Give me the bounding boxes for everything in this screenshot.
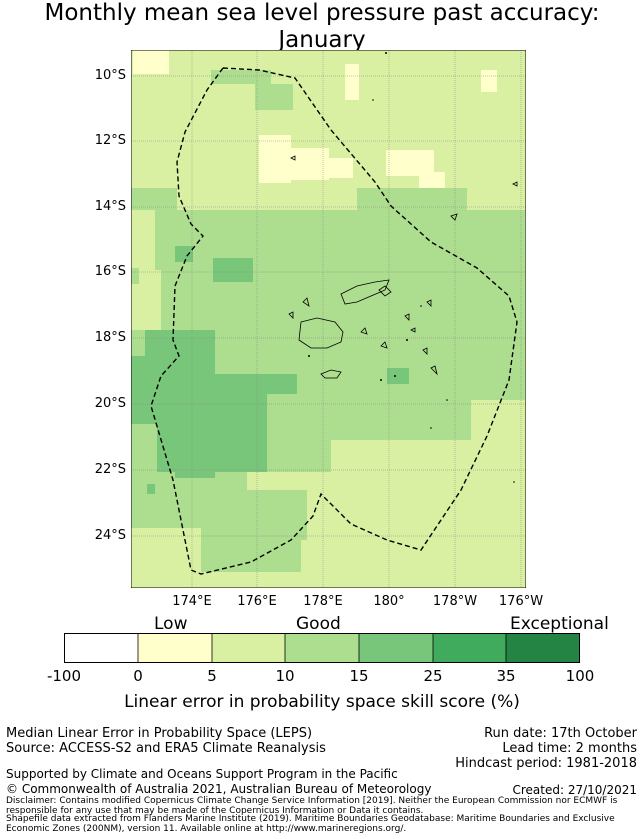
- cb-tick-neg100: -100: [46, 667, 82, 685]
- lat-tick-24s: 24°S: [94, 528, 126, 543]
- copyright-text: © Commonwealth of Australia 2021, Austra…: [6, 782, 432, 796]
- colorbar-segment-3: [212, 633, 285, 663]
- very-low-skill-regions: [133, 50, 497, 190]
- lat-tick-22s: 22°S: [94, 462, 126, 477]
- lon-tick-176w: 176°W: [498, 594, 544, 609]
- lat-tick-14s: 14°S: [94, 199, 126, 214]
- lat-tick-10s: 10°S: [94, 68, 126, 83]
- support-text: Supported by Climate and Oceans Support …: [6, 767, 398, 781]
- lat-tick-12s: 12°S: [94, 133, 126, 148]
- cb-tick-0: 0: [133, 667, 143, 685]
- lon-tick-178w: 178°W: [432, 594, 478, 609]
- colorbar: [64, 633, 580, 663]
- skill-map: [131, 50, 526, 588]
- disclaimer-text: Disclaimer: Contains modified Copernicus…: [6, 796, 618, 816]
- lon-tick-178e: 178°E: [303, 594, 343, 609]
- category-exceptional: Exceptional: [510, 614, 609, 634]
- hindcast-period: Hindcast period: 1981-2018: [455, 756, 637, 771]
- run-date: Run date: 17th October: [484, 726, 637, 741]
- cb-tick-35: 35: [496, 667, 516, 685]
- lon-tick-176e: 176°E: [237, 594, 277, 609]
- cb-tick-25: 25: [423, 667, 443, 685]
- higher-skill-regions: [131, 246, 409, 494]
- shapefile-credit: Shapefile data extracted from Flanders M…: [6, 814, 615, 834]
- lat-tick-20s: 20°S: [94, 396, 126, 411]
- created-date: Created: 27/10/2021: [512, 783, 637, 797]
- title-line-2: January: [278, 27, 366, 53]
- colorbar-segment-5: [359, 633, 433, 663]
- coastline: [288, 155, 518, 379]
- lat-tick-16s: 16°S: [94, 264, 126, 279]
- map-canvas: [131, 50, 526, 588]
- colorbar-segment-1: [64, 633, 138, 663]
- cb-tick-5: 5: [207, 667, 217, 685]
- eez-boundary: [150, 67, 518, 575]
- island-vanua-levu: [340, 279, 390, 305]
- colorbar-segment-6: [433, 633, 506, 663]
- category-good: Good: [296, 614, 341, 634]
- lat-tick-18s: 18°S: [94, 330, 126, 345]
- source-label: Source: ACCESS-S2 and ERA5 Climate Reana…: [6, 741, 326, 756]
- colorbar-segment-2: [138, 633, 212, 663]
- title-line-1: Monthly mean sea level pressure past acc…: [44, 0, 600, 26]
- cb-tick-10: 10: [275, 667, 295, 685]
- cb-tick-15: 15: [349, 667, 369, 685]
- colorbar-segment-7: [506, 633, 580, 663]
- category-low: Low: [154, 614, 188, 634]
- colorbar-segment-4: [285, 633, 359, 663]
- lead-time: Lead time: 2 months: [502, 741, 637, 756]
- islet-dots: [308, 52, 515, 483]
- lon-tick-174e: 174°E: [172, 594, 212, 609]
- cb-tick-100: 100: [565, 667, 595, 685]
- method-label: Median Linear Error in Probability Space…: [6, 726, 313, 741]
- chart-title: Monthly mean sea level pressure past acc…: [0, 0, 644, 54]
- island-viti-levu: [298, 317, 344, 349]
- colorbar-title: Linear error in probability space skill …: [124, 692, 520, 712]
- lon-tick-180: 180°: [373, 594, 405, 609]
